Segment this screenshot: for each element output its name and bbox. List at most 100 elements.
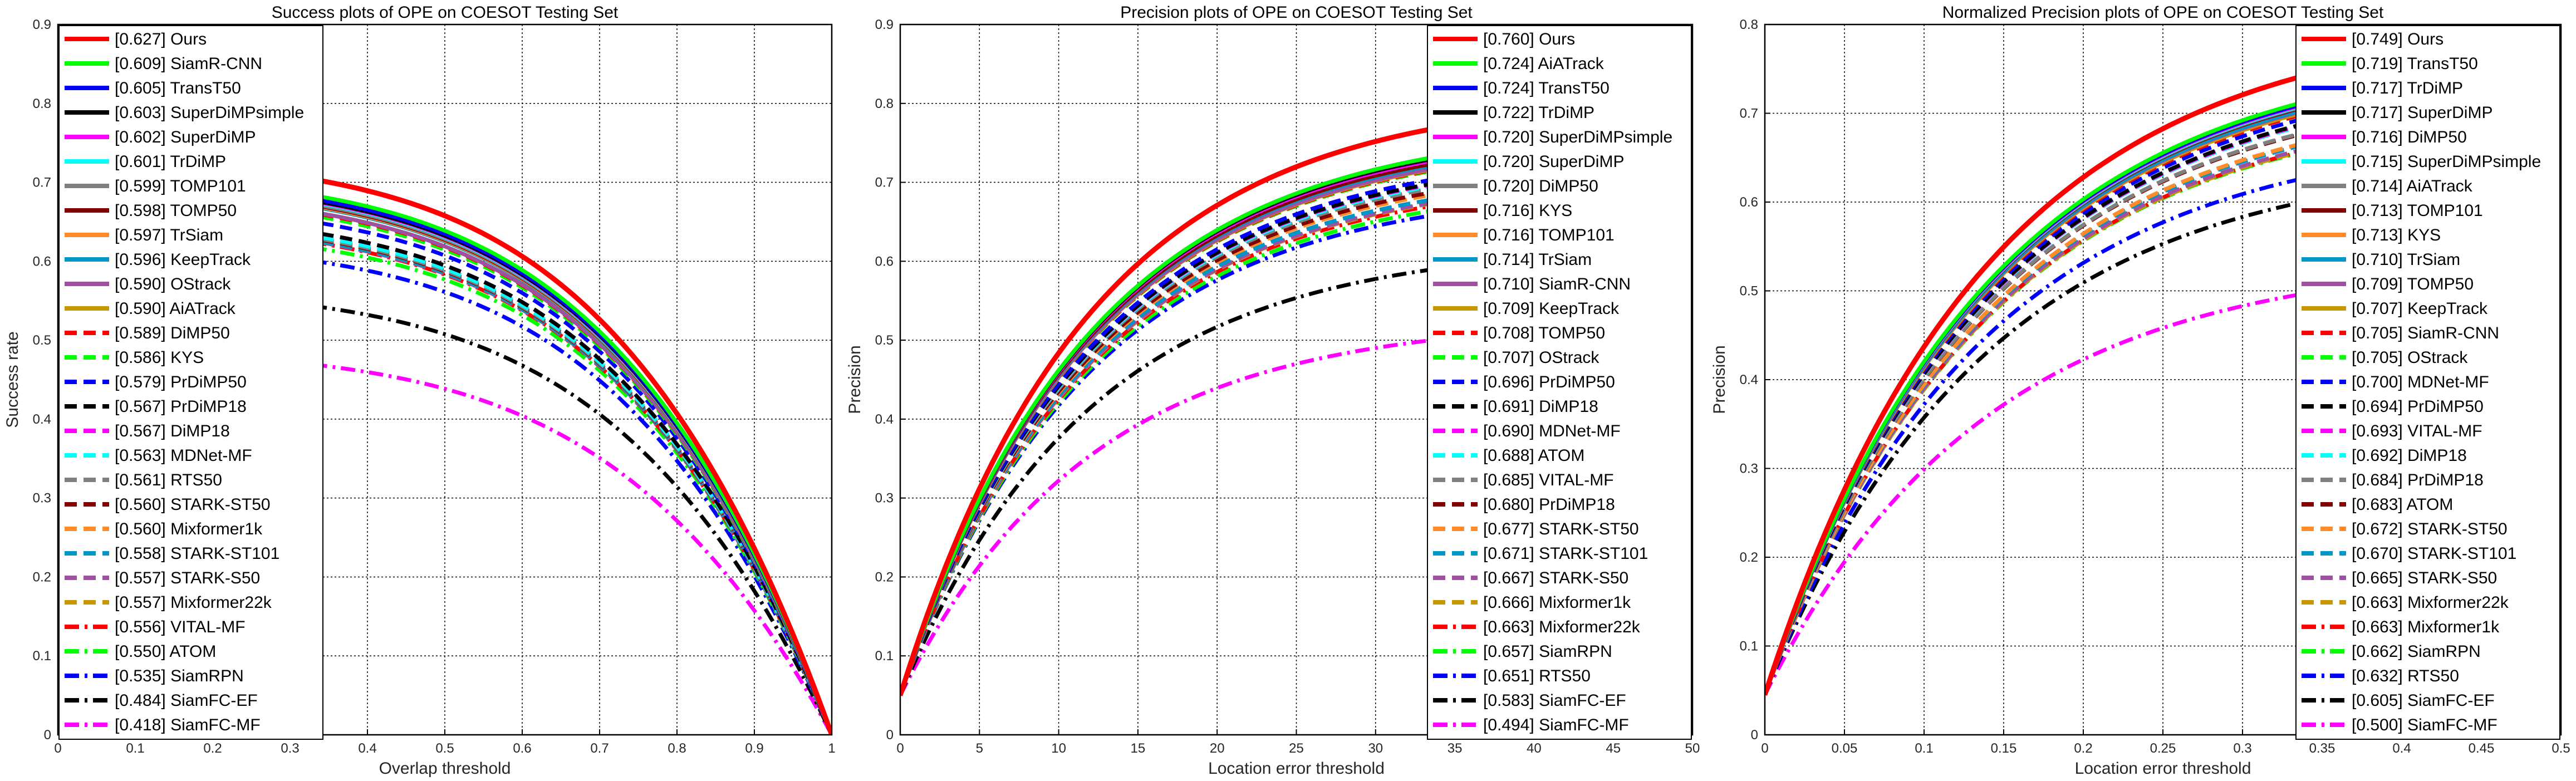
legend-entry-label: [0.672] STARK-ST50: [2352, 520, 2508, 538]
x-tick-label: 0.15: [1991, 741, 2017, 756]
y-tick-label: 0.3: [33, 491, 51, 506]
legend-entry-label: [0.760] Ours: [1483, 30, 1575, 48]
legend-entry-label: [0.596] KeepTrack: [115, 250, 251, 269]
y-tick-label: 0.5: [33, 333, 51, 348]
legend-entry-label: [0.677] STARK-ST50: [1483, 520, 1639, 538]
legend-entry-label: [0.557] STARK-S50: [115, 569, 260, 587]
legend-entry-label: [0.550] ATOM: [115, 642, 216, 661]
legend-entry-label: [0.707] KeepTrack: [2352, 299, 2488, 318]
legend-entry-label: [0.693] VITAL-MF: [2352, 422, 2482, 440]
precision-plot: 0 5 10 15 20 25 30 35 40 45 50 0 0.1 0.2 0.3 0.4 0.5 0.6 0…: [846, 3, 1700, 778]
legend-entry-label: [0.716] KYS: [1483, 202, 1572, 220]
x-tick-label: 15: [1131, 741, 1146, 756]
x-tick-label: 0.3: [281, 741, 299, 756]
x-tick-label: 0.5: [435, 741, 454, 756]
x-tick-label: 10: [1051, 741, 1066, 756]
y-tick-label: 0.4: [875, 412, 894, 427]
legend-entry-label: [0.722] TrDiMP: [1483, 104, 1594, 122]
legend-entry-label: [0.598] TOMP50: [115, 202, 237, 220]
y-tick-label: 0.1: [875, 649, 894, 664]
legend-entry-label: [0.700] MDNet-MF: [2352, 373, 2489, 391]
chart-title: Precision plots of OPE on COESOT Testing…: [1120, 3, 1473, 22]
legend-entry-label: [0.589] DiMP50: [115, 324, 230, 342]
legend-entry-label: [0.627] Ours: [115, 30, 207, 48]
legend-entry-label: [0.663] Mixformer22k: [2352, 593, 2509, 612]
series-line: [900, 174, 1692, 696]
legend-entry-label: [0.556] VITAL-MF: [115, 618, 246, 636]
y-axis-label: Precision: [1710, 345, 1729, 414]
x-tick-label: 0.25: [2150, 741, 2176, 756]
legend-entry-label: [0.690] MDNet-MF: [1483, 422, 1621, 440]
x-tick-label: 0.35: [2309, 741, 2335, 756]
legend-entry-label: [0.590] AiATrack: [115, 299, 236, 318]
legend-entry-label: [0.494] SiamFC-MF: [1483, 716, 1629, 734]
legend-entry-label: [0.713] KYS: [2352, 226, 2441, 244]
legend-entry-label: [0.670] STARK-ST101: [2352, 544, 2516, 563]
y-tick-label: 0.4: [1740, 372, 1758, 387]
series-line: [58, 215, 832, 735]
legend-entry-label: [0.603] SuperDiMPsimple: [115, 104, 304, 122]
x-tick-label: 5: [976, 741, 983, 756]
legend-entry-label: [0.694] PrDiMP50: [2352, 397, 2484, 416]
legend-entry-label: [0.663] Mixformer1k: [2352, 618, 2500, 636]
legend-entry-label: [0.586] KYS: [115, 348, 204, 367]
y-tick-label: 0.8: [33, 96, 51, 111]
legend-entry-label: [0.484] SiamFC-EF: [115, 691, 258, 710]
legend-entry-label: [0.692] DiMP18: [2352, 446, 2467, 465]
legend-entry-label: [0.688] ATOM: [1483, 446, 1584, 465]
legend-entry-label: [0.657] SiamRPN: [1483, 642, 1612, 661]
y-tick-label: 0.9: [33, 17, 51, 32]
y-tick-label: 0.2: [875, 569, 894, 584]
legend-entry-label: [0.667] STARK-S50: [1483, 569, 1628, 587]
legend-entry-label: [0.710] SiamR-CNN: [1483, 275, 1631, 293]
x-tick-label: 0.5: [2552, 741, 2570, 756]
series-line: [58, 282, 832, 735]
y-axis-label: Success rate: [3, 331, 22, 428]
legend-entry-label: [0.500] SiamFC-MF: [2352, 716, 2498, 734]
y-tick-label: 0.3: [875, 491, 894, 506]
legend-entry-label: [0.691] DiMP18: [1483, 397, 1598, 416]
y-tick-label: 0.7: [33, 175, 51, 190]
legend-entry-label: [0.720] SuperDiMP: [1483, 153, 1624, 171]
legend-entry-label: [0.560] STARK-ST50: [115, 495, 271, 514]
legend-entry-label: [0.605] TransT50: [115, 79, 241, 97]
x-tick-label: 0.1: [1915, 741, 1933, 756]
legend-entry-label: [0.709] KeepTrack: [1483, 299, 1620, 318]
y-tick-label: 0.7: [875, 175, 894, 190]
y-tick-label: 0: [1751, 728, 1758, 743]
chart-title: Success plots of OPE on COESOT Testing S…: [272, 3, 619, 22]
y-tick-label: 0.5: [875, 333, 894, 348]
legend-entry-label: [0.683] ATOM: [2352, 495, 2453, 514]
legend-entry-label: [0.709] TOMP50: [2352, 275, 2474, 293]
legend-entry-label: [0.605] SiamFC-EF: [2352, 691, 2495, 710]
legend-entry-label: [0.597] TrSiam: [115, 226, 223, 244]
x-tick-label: 0.45: [2469, 741, 2495, 756]
legend-entry-label: [0.665] STARK-S50: [2352, 569, 2497, 587]
chart-title: Normalized Precision plots of OPE on COE…: [1942, 3, 2384, 22]
legend-entry-label: [0.720] SuperDiMPsimple: [1483, 128, 1672, 146]
x-tick-label: 0.4: [2392, 741, 2411, 756]
legend-entry-label: [0.557] Mixformer22k: [115, 593, 272, 612]
y-tick-label: 0.7: [1740, 106, 1758, 121]
legend-entry-label: [0.632] RTS50: [2352, 667, 2459, 685]
legend-entry-label: [0.713] TOMP101: [2352, 202, 2483, 220]
normalized-precision-plot: 0 0.05 0.1 0.15 0.2 0.25 0.3 0.35 0.4 0.45 0.5 0 0.1…: [1710, 3, 2570, 778]
success-plot: 0 0.1 0.2 0.3 0.4 0.5 0.6 0.7 0.8 0.9 1 0 0.1 0.2 0.3 0…: [3, 3, 836, 778]
x-tick-label: 0: [54, 741, 61, 756]
y-tick-label: 0.2: [1740, 550, 1758, 565]
legend-entry-label: [0.662] SiamRPN: [2352, 642, 2481, 661]
y-tick-label: 0: [44, 728, 51, 743]
y-tick-label: 0.1: [1740, 639, 1758, 654]
legend-entry-label: [0.717] SuperDiMP: [2352, 104, 2492, 122]
x-tick-label: 45: [1606, 741, 1621, 756]
x-axis-label: Overlap threshold: [379, 759, 511, 778]
legend-entry-label: [0.708] TOMP50: [1483, 324, 1605, 342]
legend-entry-label: [0.714] AiATrack: [2352, 177, 2473, 195]
legend-entry-label: [0.749] Ours: [2352, 30, 2443, 48]
legend-entry-label: [0.696] PrDiMP50: [1483, 373, 1615, 391]
legend-entry-label: [0.719] TransT50: [2352, 55, 2478, 73]
legend-entry-label: [0.720] DiMP50: [1483, 177, 1598, 195]
legend-entry-label: [0.418] SiamFC-MF: [115, 716, 261, 734]
legend-entry-label: [0.535] SiamRPN: [115, 667, 244, 685]
legend-entry-label: [0.602] SuperDiMP: [115, 128, 256, 146]
